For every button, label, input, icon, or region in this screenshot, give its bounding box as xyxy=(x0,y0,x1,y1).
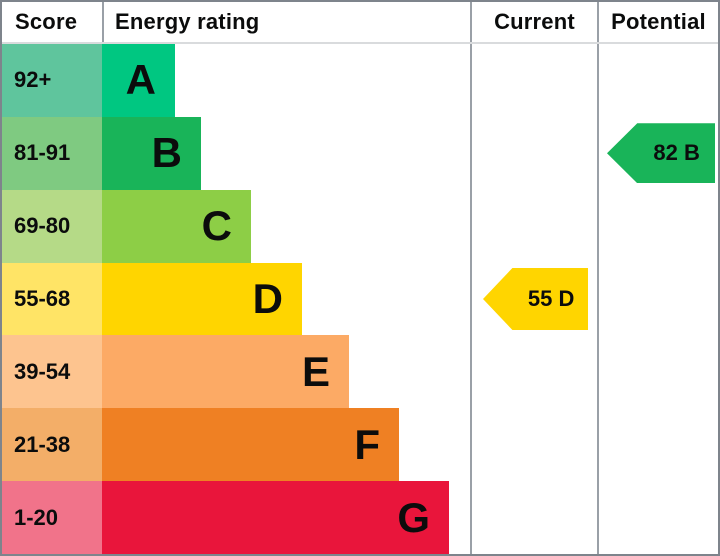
band-bar-area: A xyxy=(102,44,470,117)
band-bar: D xyxy=(102,262,302,336)
potential-column-cell xyxy=(597,408,718,482)
current-rating-arrow: 55 D xyxy=(483,268,588,330)
band-row: 39-54 E xyxy=(2,335,718,409)
chart-header: Score Energy rating Current Potential xyxy=(2,2,718,44)
band-row: 55-68 D 55 D xyxy=(2,262,718,336)
band-bar-area: E xyxy=(102,335,470,409)
band-bar: G xyxy=(102,481,449,554)
band-bar: E xyxy=(102,335,349,409)
current-column-cell xyxy=(470,116,597,190)
band-bar-area: G xyxy=(102,481,470,554)
band-bar-area: B xyxy=(102,116,470,190)
band-row: 92+ A xyxy=(2,44,718,117)
band-bar: F xyxy=(102,408,399,482)
current-column-cell xyxy=(470,481,597,554)
potential-column-cell: 82 B xyxy=(597,116,718,190)
header-potential: Potential xyxy=(597,2,718,42)
current-column-cell: 55 D xyxy=(470,262,597,336)
band-letter: F xyxy=(354,420,380,468)
band-letter: D xyxy=(252,275,283,322)
band-bar: C xyxy=(102,189,251,263)
band-letter: A xyxy=(125,56,156,104)
band-row: 81-91 B 82 B xyxy=(2,116,718,190)
potential-rating-arrow: 82 B xyxy=(607,123,715,184)
band-letter: B xyxy=(151,129,182,177)
band-score-range: 81-91 xyxy=(2,116,102,190)
header-energy-rating: Energy rating xyxy=(102,2,470,42)
band-row: 1-20 G xyxy=(2,481,718,554)
potential-column-cell xyxy=(597,262,718,336)
band-score-range: 21-38 xyxy=(2,408,102,482)
band-row: 21-38 F xyxy=(2,408,718,482)
potential-rating-label: 82 B xyxy=(653,140,700,166)
band-letter: E xyxy=(301,347,330,395)
band-row: 69-80 C xyxy=(2,189,718,263)
band-score-range: 55-68 xyxy=(2,262,102,336)
band-bar: A xyxy=(102,44,175,117)
band-rows: 92+ A 81-91 B 82 B 69-80 C 55-68 xyxy=(2,44,718,554)
band-bar-area: F xyxy=(102,408,470,482)
header-current: Current xyxy=(470,2,597,42)
current-column-cell xyxy=(470,335,597,409)
band-score-range: 69-80 xyxy=(2,189,102,263)
potential-column-cell xyxy=(597,335,718,409)
header-score: Score xyxy=(15,9,78,34)
band-score-range: 1-20 xyxy=(2,481,102,554)
band-score-range: 92+ xyxy=(2,44,102,117)
current-column-cell xyxy=(470,44,597,117)
current-column-cell xyxy=(470,189,597,263)
current-rating-label: 55 D xyxy=(527,286,575,311)
band-letter: C xyxy=(201,202,232,250)
current-column-cell xyxy=(470,408,597,482)
potential-column-cell xyxy=(597,481,718,554)
band-bar-area: D xyxy=(102,262,470,336)
band-letter: G xyxy=(397,493,430,541)
band-bar-area: C xyxy=(102,189,470,263)
band-bar: B xyxy=(102,116,201,190)
potential-column-cell xyxy=(597,189,718,263)
potential-column-cell xyxy=(597,44,718,117)
band-score-range: 39-54 xyxy=(2,335,102,409)
